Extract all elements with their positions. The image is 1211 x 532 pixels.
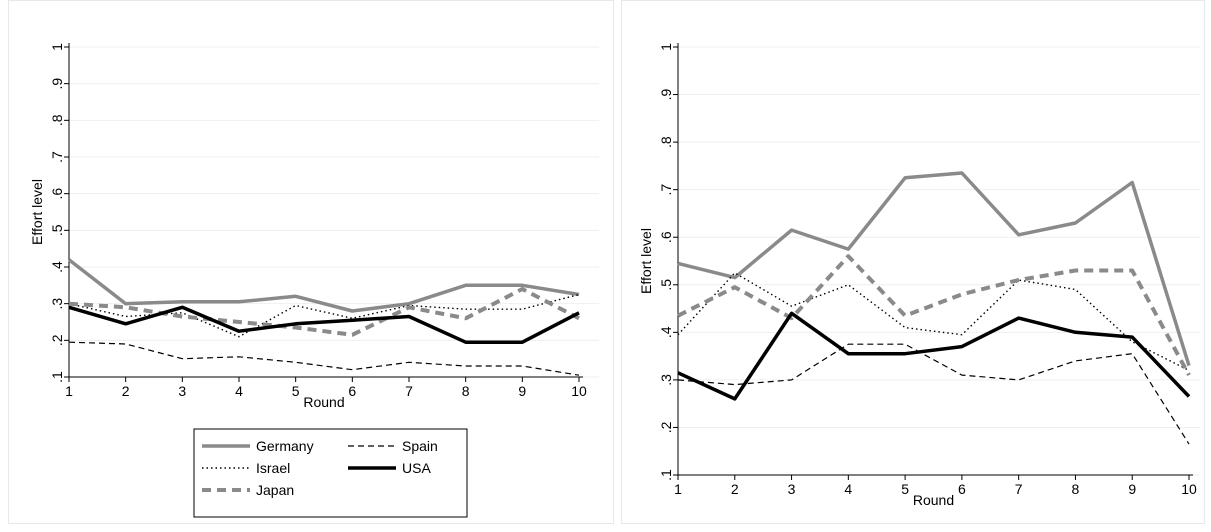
c1-y-tick-label: .3 <box>658 374 674 386</box>
c1-y-axis-title: Effort level <box>638 228 654 294</box>
c1-y-tick-label: .7 <box>658 184 674 196</box>
c0-legend-label-israel: Israel <box>256 460 290 476</box>
c0-y-tick-label: .6 <box>49 188 65 200</box>
c1-x-tick-label: 6 <box>958 481 966 497</box>
c0-legend-label-japan: Japan <box>256 482 294 498</box>
c0-y-tick-label: .5 <box>49 224 65 236</box>
c1-y-tick-label: .6 <box>658 231 674 243</box>
c1-series-israel <box>677 272 1190 372</box>
c0-y-tick-label: .1 <box>49 371 65 383</box>
c1-y-tick-label: 1 <box>658 43 674 51</box>
c0-legend-label-spain: Spain <box>402 438 438 454</box>
line-chart-left: .1 .2 .3 .4 .5 .6 .7 .8 .9 1 1 2 3 4 5 6 7 8 9 10 Round Effor… <box>29 43 599 518</box>
c1-x-axis-title: Round <box>913 492 954 508</box>
c0-y-tick-label: .2 <box>49 334 65 346</box>
c1-series-usa <box>677 311 1191 401</box>
c0-legend-label-usa: USA <box>402 460 431 476</box>
c0-series-usa <box>68 305 580 344</box>
c1-x-tick-label: 2 <box>731 481 739 497</box>
c0-legend-box <box>193 428 468 518</box>
c0-x-tick-label: 1 <box>65 383 73 399</box>
c1-y-tick-label: .4 <box>658 326 674 338</box>
c1-x-tick-label: 5 <box>901 481 909 497</box>
c1-x-tick-label: 7 <box>1015 481 1023 497</box>
c0-x-tick-label: 9 <box>518 383 526 399</box>
c0-y-tick-label: 1 <box>49 43 65 51</box>
c1-y-tick-label: .5 <box>658 279 674 291</box>
c0-legend-label-germany: Germany <box>256 438 314 454</box>
c1-x-tick-label: 9 <box>1128 481 1136 497</box>
c1-y-tick-label: .8 <box>658 136 674 148</box>
c0-y-axis-title: Effort level <box>29 179 45 245</box>
c1-series-japan <box>677 254 1191 377</box>
c0-x-tick-label: 5 <box>292 383 300 399</box>
c1-y-tick-label: .1 <box>658 469 674 481</box>
c0-x-tick-label: 10 <box>571 383 587 399</box>
chart-panel-right: .1 .2 .3 .4 .5 .6 .7 .8 .9 1 1 2 3 4 5 6 7 8 9 10 Round Effor… <box>621 0 1205 524</box>
c1-series-germany <box>677 171 1191 367</box>
c0-series-germany <box>67 258 580 313</box>
c1-series-spain <box>677 343 1190 445</box>
c0-y-tick-label: .4 <box>49 261 65 273</box>
c0-x-axis-title: Round <box>303 394 344 410</box>
c1-x-tick-label: 10 <box>1181 481 1197 497</box>
c0-y-tick-label: .9 <box>49 78 65 90</box>
c0-series-japan <box>68 287 580 337</box>
c1-y-tick-label: .9 <box>658 89 674 101</box>
c0-series-spain <box>68 341 580 376</box>
c1-x-tick-label: 1 <box>674 481 682 497</box>
c0-x-tick-label: 8 <box>462 383 470 399</box>
c0-y-tick-label: .8 <box>49 114 65 126</box>
chart-panel-left: .1 .2 .3 .4 .5 .6 .7 .8 .9 1 1 2 3 4 5 6 7 8 9 10 Round Effor… <box>8 0 614 524</box>
c1-x-tick-label: 3 <box>788 481 796 497</box>
c1-y-tick-label: .2 <box>658 421 674 433</box>
c1-x-tick-label: 4 <box>844 481 852 497</box>
c0-x-tick-label: 7 <box>405 383 413 399</box>
c0-x-tick-label: 3 <box>178 383 186 399</box>
c0-y-tick-label: .3 <box>49 298 65 310</box>
line-chart-right: .1 .2 .3 .4 .5 .6 .7 .8 .9 1 1 2 3 4 5 6 7 8 9 10 Round Effor… <box>638 43 1200 508</box>
c0-y-tick-label: .7 <box>49 151 65 163</box>
c0-x-tick-label: 6 <box>348 383 356 399</box>
c0-x-tick-label: 4 <box>235 383 243 399</box>
c1-x-tick-label: 8 <box>1072 481 1080 497</box>
c0-x-tick-label: 2 <box>122 383 130 399</box>
